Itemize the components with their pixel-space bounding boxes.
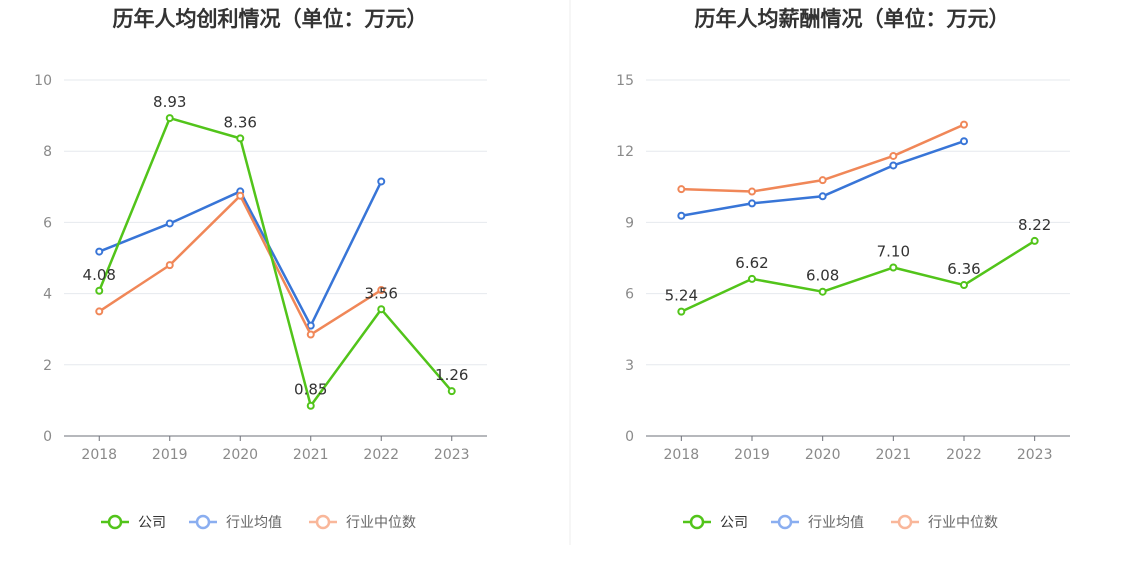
- data-point-industry_avg[interactable]: [165, 219, 174, 228]
- data-point-company[interactable]: [95, 286, 104, 295]
- y-tick-label: 10: [34, 73, 52, 89]
- salary-per-capita-chart: 历年人均薪酬情况（单位：万元） 0 3 6 9 12 15 2018 2019 2020 2021…: [616, 7, 1070, 531]
- data-point-company[interactable]: [165, 114, 174, 123]
- y-tick-label: 12: [616, 144, 634, 160]
- data-point-industry_avg[interactable]: [306, 321, 315, 330]
- data-label: 8.93: [153, 93, 186, 111]
- data-point-industry_avg[interactable]: [377, 177, 386, 186]
- data-point-company[interactable]: [889, 263, 898, 272]
- data-label: 1.26: [435, 366, 468, 384]
- legend-label: 行业均值: [226, 515, 282, 531]
- legend-item-company[interactable]: 公司: [683, 514, 748, 531]
- legend-label: 行业中位数: [928, 515, 998, 531]
- y-tick-label: 6: [43, 215, 52, 231]
- data-point-company[interactable]: [748, 274, 756, 283]
- data-label: 6.08: [806, 267, 839, 285]
- y-tick-label: 0: [43, 429, 52, 445]
- data-point-industry_median[interactable]: [377, 286, 386, 295]
- legend-item-industry_avg[interactable]: 行业均值: [771, 514, 864, 531]
- y-tick-label: 0: [625, 429, 634, 445]
- y-tick-label: 9: [625, 215, 634, 231]
- legend-label: 公司: [720, 515, 748, 531]
- data-point-industry_avg[interactable]: [677, 211, 686, 220]
- x-tick-label: 2021: [293, 447, 329, 463]
- data-point-industry_avg[interactable]: [960, 137, 968, 146]
- data-label: 0.85: [294, 381, 327, 399]
- data-point-industry_median[interactable]: [818, 176, 827, 185]
- series-line-company: [680, 239, 1036, 313]
- data-point-industry_avg[interactable]: [889, 161, 898, 170]
- x-tick-label: 2023: [434, 447, 470, 463]
- data-point-company[interactable]: [377, 305, 386, 314]
- y-tick-label: 2: [43, 358, 52, 374]
- data-point-industry_avg[interactable]: [818, 192, 827, 201]
- legend-label: 行业中位数: [346, 515, 416, 531]
- x-tick-label: 2018: [81, 447, 117, 463]
- legend-marker: [107, 514, 123, 530]
- x-tick-label: 2022: [363, 447, 399, 463]
- series-line-industry_avg: [98, 180, 383, 327]
- y-tick-label: 15: [616, 73, 634, 89]
- data-point-industry_avg[interactable]: [95, 247, 104, 256]
- chart-legend: 公司 行业均值 行业中位数: [101, 514, 416, 531]
- data-point-industry_median[interactable]: [306, 330, 315, 339]
- series-line-industry_median: [98, 194, 382, 336]
- data-point-company[interactable]: [236, 134, 245, 143]
- x-tick-label: 2020: [222, 447, 258, 463]
- x-tick-label: 2018: [664, 447, 700, 463]
- data-point-company[interactable]: [447, 387, 456, 396]
- data-point-industry_median[interactable]: [165, 261, 174, 270]
- profit-per-capita-chart: 历年人均创利情况（单位：万元） 0 2 4 6 8 10 2018 2019 2020 2021 2…: [34, 7, 487, 531]
- data-label: 3.56: [365, 284, 398, 302]
- x-tick-label: 2023: [1017, 447, 1053, 463]
- data-point-company[interactable]: [306, 401, 315, 410]
- legend-item-company[interactable]: 公司: [101, 514, 166, 531]
- chart-legend: 公司 行业均值 行业中位数: [683, 514, 998, 531]
- data-label: 8.22: [1018, 216, 1051, 234]
- data-point-industry_median[interactable]: [889, 151, 898, 160]
- legend-item-industry_median[interactable]: 行业中位数: [309, 514, 416, 531]
- x-tick-label: 2020: [805, 447, 841, 463]
- y-tick-label: 4: [43, 287, 52, 303]
- chart-title: 历年人均创利情况（单位：万元）: [113, 7, 428, 31]
- chart-title: 历年人均薪酬情况（单位：万元）: [695, 7, 1010, 31]
- data-point-company[interactable]: [960, 281, 968, 290]
- legend-marker: [315, 514, 331, 530]
- data-point-industry_median[interactable]: [960, 120, 968, 129]
- data-label: 4.08: [83, 266, 116, 284]
- data-point-industry_median[interactable]: [677, 185, 686, 194]
- data-point-company[interactable]: [677, 307, 686, 316]
- legend-marker: [777, 514, 793, 530]
- y-tick-label: 6: [625, 287, 634, 303]
- legend-item-industry_median[interactable]: 行业中位数: [891, 514, 998, 531]
- legend-label: 公司: [138, 515, 166, 531]
- y-tick-label: 8: [43, 144, 52, 160]
- y-tick-label: 3: [625, 358, 634, 374]
- data-label: 6.62: [735, 254, 768, 272]
- series-line-company: [98, 116, 453, 407]
- x-tick-label: 2019: [152, 447, 188, 463]
- data-point-industry_median[interactable]: [95, 307, 104, 316]
- x-tick-label: 2019: [734, 447, 770, 463]
- data-label: 7.10: [877, 242, 910, 260]
- x-tick-label: 2021: [876, 447, 912, 463]
- legend-marker: [897, 514, 913, 530]
- legend-marker: [689, 514, 705, 530]
- data-label: 8.36: [224, 113, 257, 131]
- data-point-industry_avg[interactable]: [748, 199, 756, 208]
- legend-marker: [195, 514, 211, 530]
- data-point-industry_median[interactable]: [748, 187, 756, 196]
- data-point-company[interactable]: [1030, 236, 1039, 245]
- data-label: 6.36: [947, 260, 980, 278]
- legend-item-industry_avg[interactable]: 行业均值: [189, 514, 282, 531]
- data-label: 5.24: [665, 287, 698, 305]
- data-point-industry_median[interactable]: [236, 191, 245, 200]
- x-tick-label: 2022: [946, 447, 982, 463]
- legend-label: 行业均值: [808, 515, 864, 531]
- data-point-company[interactable]: [818, 287, 827, 296]
